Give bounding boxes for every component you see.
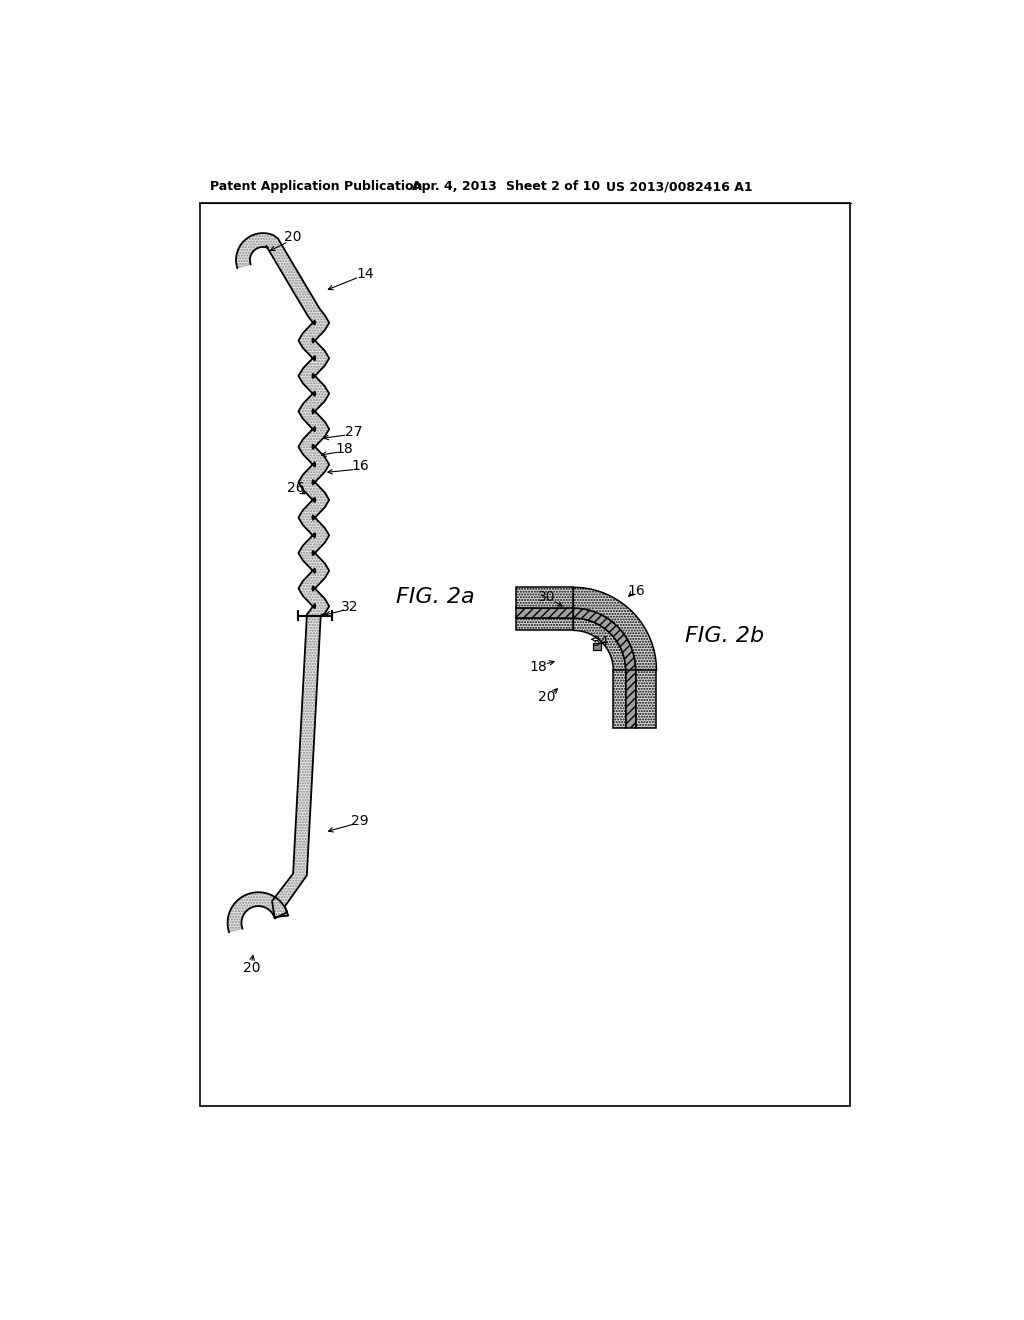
Polygon shape (515, 618, 573, 631)
Text: FIG. 2b: FIG. 2b (685, 626, 764, 645)
Text: Sheet 2 of 10: Sheet 2 of 10 (506, 181, 600, 194)
Text: 18: 18 (336, 442, 353, 455)
Text: 26: 26 (288, 480, 305, 495)
Text: 18: 18 (529, 660, 548, 673)
Polygon shape (515, 587, 573, 609)
Polygon shape (626, 671, 636, 729)
Text: Patent Application Publication: Patent Application Publication (210, 181, 422, 194)
Text: 20: 20 (244, 961, 261, 975)
Text: 20: 20 (284, 230, 301, 244)
Text: 29: 29 (351, 813, 369, 828)
Text: US 2013/0082416 A1: US 2013/0082416 A1 (606, 181, 753, 194)
Bar (200, 203, 850, 1106)
Polygon shape (227, 234, 330, 932)
Text: 20: 20 (538, 690, 555, 705)
Text: 30: 30 (538, 590, 555, 605)
Text: 14: 14 (356, 267, 374, 281)
Polygon shape (636, 671, 656, 729)
Polygon shape (515, 609, 573, 618)
Text: Apr. 4, 2013: Apr. 4, 2013 (412, 181, 497, 194)
Text: 32: 32 (341, 599, 358, 614)
Polygon shape (573, 609, 636, 671)
Text: 16: 16 (628, 585, 645, 598)
Bar (594, 643, 601, 649)
Text: 16: 16 (351, 459, 369, 474)
Polygon shape (573, 618, 626, 671)
Polygon shape (613, 671, 626, 729)
Text: FIG. 2a: FIG. 2a (396, 587, 475, 607)
Text: 34: 34 (592, 635, 609, 649)
Polygon shape (573, 587, 656, 671)
Text: 27: 27 (345, 425, 362, 438)
